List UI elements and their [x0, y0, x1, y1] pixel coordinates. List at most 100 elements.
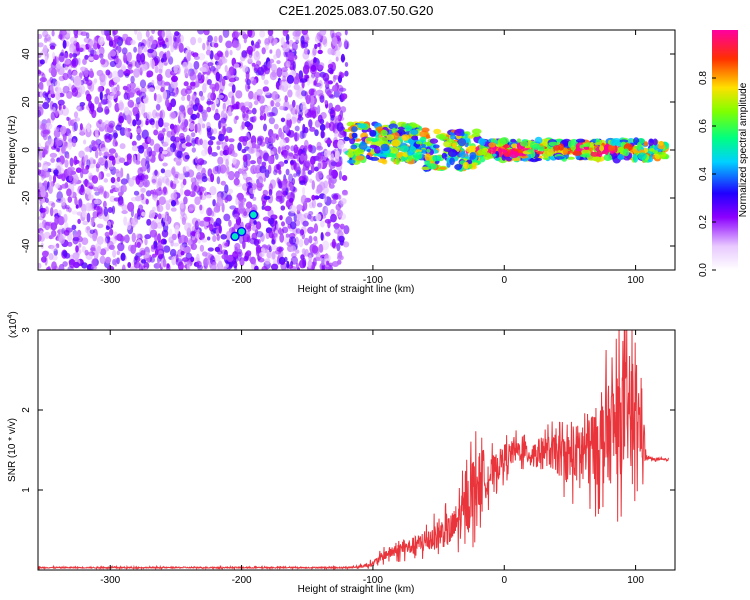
spectrogram-cell	[137, 145, 144, 150]
spectrogram-cell	[99, 90, 103, 101]
spectrogram-cell	[330, 161, 337, 167]
spectrogram-cell	[314, 72, 321, 78]
spectrogram-cell	[144, 174, 149, 180]
spectrogram-cell	[141, 59, 146, 65]
spectrogram-cell	[66, 167, 72, 176]
spectrogram-cell	[78, 243, 82, 248]
spectrogram-cell	[194, 220, 199, 231]
spectrogram-cell	[81, 168, 89, 175]
spectrogram-cell	[316, 202, 323, 208]
spectrogram-cell	[309, 65, 317, 75]
spectrogram-cell	[142, 179, 150, 188]
spectrogram-cell	[149, 229, 158, 238]
spectrogram-cell	[355, 155, 365, 161]
spectrogram-cell	[279, 139, 287, 148]
spectrogram-cell	[158, 117, 164, 128]
spectrogram-cell	[331, 238, 336, 249]
spectrogram-cell	[75, 204, 79, 209]
spectrogram-cell	[282, 75, 286, 82]
spectrogram-cell	[131, 140, 137, 147]
spectrogram-cell	[511, 143, 518, 148]
spectrogram-cell	[276, 60, 281, 65]
spectrogram-cell	[108, 120, 116, 128]
spectrogram-cell	[284, 256, 288, 262]
spectrogram-cell	[80, 31, 88, 36]
spectrogram-cell	[127, 99, 135, 108]
spectrogram-cell	[343, 136, 350, 142]
spectrogram-cell	[311, 180, 315, 190]
spectrogram-cell	[292, 61, 296, 71]
spectrogram-cell	[263, 152, 270, 162]
spectrogram-x-axis-label: Height of straight line (km)	[298, 284, 415, 295]
spectrogram-cell	[307, 170, 312, 175]
spectrogram-cell	[235, 197, 239, 206]
spectrogram-cell	[54, 80, 61, 88]
spectrogram-cell	[41, 198, 46, 203]
spectrogram-cell	[389, 147, 399, 154]
spectrogram-cell	[81, 262, 88, 269]
spectrogram-cell	[234, 171, 240, 179]
spectrogram-cell	[133, 261, 141, 269]
spectrogram-cell	[307, 226, 315, 234]
x-tick-label: -200	[232, 275, 252, 286]
spectrogram-cell	[133, 46, 138, 53]
spectrogram-cell	[269, 49, 273, 54]
spectrogram-cell	[120, 178, 128, 185]
spectrogram-cell	[45, 197, 49, 203]
spectrogram-cell	[146, 111, 152, 120]
spectrogram-cell	[41, 256, 47, 263]
x-tick-label: 0	[501, 275, 507, 286]
spectrogram-cell	[109, 195, 116, 203]
spectrogram-cell	[546, 148, 555, 157]
spectrogram-cell	[276, 67, 283, 78]
spectrogram-cell	[593, 156, 602, 162]
spectrogram-cell	[96, 245, 102, 254]
spectrogram-cell	[68, 173, 73, 182]
spectrogram-cell	[104, 160, 109, 170]
spectrogram-cell	[227, 188, 234, 194]
spectrogram-cell	[198, 117, 203, 127]
spectrogram-cell	[103, 206, 109, 217]
spectrogram-cell	[125, 115, 132, 123]
spectrogram-cell	[203, 30, 210, 36]
spectrogram-cell	[589, 141, 595, 148]
spectrogram-cell	[86, 93, 92, 102]
spectrogram-cell	[73, 75, 82, 86]
spectrogram-cell	[340, 198, 347, 205]
spectrogram-cell	[180, 250, 185, 256]
spectrogram-cell	[303, 212, 310, 219]
spectrogram-cell	[55, 183, 61, 189]
spectrogram-cell	[289, 204, 297, 214]
spectrogram-cell	[267, 155, 274, 165]
spectrogram-cell	[92, 211, 98, 219]
spectrogram-cell	[254, 64, 260, 72]
spectrogram-cell	[253, 220, 257, 225]
spectrogram-cell	[224, 197, 229, 203]
spectrogram-cell	[386, 134, 395, 141]
spectrogram-cell	[344, 62, 349, 67]
spectrogram-cell	[174, 224, 180, 235]
spectrogram-cell	[273, 233, 278, 238]
spectrogram-cell	[341, 175, 348, 181]
spectrogram-cell	[256, 137, 263, 146]
spectrogram-cell	[59, 52, 65, 57]
spectrogram-cell	[358, 143, 368, 150]
spectrogram-cell	[435, 133, 446, 140]
spectrogram-cell	[536, 150, 544, 155]
spectrogram-cell	[214, 53, 220, 61]
spectrogram-cell	[258, 95, 265, 104]
spectrogram-cell	[460, 131, 465, 137]
spectrogram-cell	[53, 169, 59, 175]
spectrogram-cell	[201, 63, 210, 73]
spectrogram-cell	[210, 210, 215, 217]
spectrogram-cell	[305, 94, 311, 105]
spectrogram-cell	[127, 201, 135, 212]
spectrogram-cell	[206, 106, 212, 113]
spectrogram-cell	[325, 121, 330, 129]
spectrogram-cell	[50, 89, 54, 95]
spectrogram-cell	[488, 142, 497, 148]
spectrogram-blob	[230, 231, 240, 242]
spectrogram-cell	[555, 156, 565, 160]
spectrogram-cell	[336, 122, 344, 132]
spectrogram-cell	[294, 131, 298, 142]
